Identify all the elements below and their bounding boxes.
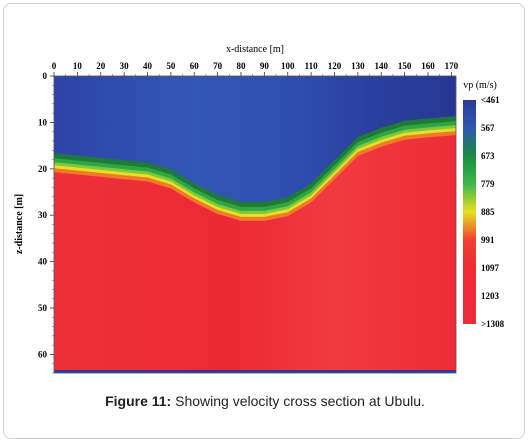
y-tick-label: 30 xyxy=(38,210,48,220)
colorbar-bar xyxy=(463,100,476,324)
y-tick-label: 40 xyxy=(38,257,48,267)
y-axis-label: z-distance [m] xyxy=(14,194,25,254)
y-tick-label: 60 xyxy=(38,349,48,359)
x-tick-label: 40 xyxy=(143,61,153,71)
x-tick-label: 20 xyxy=(96,61,106,71)
x-tick-label: 130 xyxy=(351,61,365,71)
caption-label: Figure 11: xyxy=(105,393,172,409)
x-tick-label: 60 xyxy=(190,61,200,71)
colorbar-label: 885 xyxy=(481,207,495,217)
y-tick-label: 50 xyxy=(38,303,48,313)
colorbar-label: 779 xyxy=(481,179,495,189)
y-tick-label: 20 xyxy=(38,164,48,174)
layer-blue xyxy=(54,76,456,206)
x-axis-label: x-distance [m] xyxy=(226,44,284,55)
x-tick-label: 120 xyxy=(328,61,342,71)
colorbar-label: 991 xyxy=(481,235,495,245)
velocity-section-chart: 0 10 20 30 40 50 60 70 80 90 100 110 120 130 140 150 160… xyxy=(14,44,505,374)
figure-caption: Figure 11: Showing velocity cross sectio… xyxy=(0,393,530,409)
colorbar-label: 1203 xyxy=(481,291,500,301)
colorbar-title: vp (m/s) xyxy=(463,80,497,91)
y-axis: 0 10 20 30 40 50 60 xyxy=(38,71,54,374)
colorbar-label: <461 xyxy=(481,95,500,105)
x-tick-label: 160 xyxy=(421,61,435,71)
y-tick-label: 0 xyxy=(43,71,48,81)
x-tick-label: 90 xyxy=(260,61,270,71)
x-axis: 0 10 20 30 40 50 60 70 80 90 100 110 120 130 140 150 160… xyxy=(52,61,459,76)
x-tick-label: 50 xyxy=(166,61,176,71)
x-tick-label: 10 xyxy=(73,61,83,71)
colorbar: vp (m/s) <461 567 673 779 885 991 1097 1203 >130… xyxy=(463,80,505,329)
x-tick-label: 150 xyxy=(398,61,412,71)
layer-light-green xyxy=(54,125,456,216)
x-tick-label: 30 xyxy=(120,61,130,71)
colorbar-label: 567 xyxy=(481,123,495,133)
x-tick-label: 80 xyxy=(236,61,246,71)
layer-dark-green xyxy=(54,116,456,209)
x-tick-label: 70 xyxy=(213,61,223,71)
x-tick-label: 140 xyxy=(374,61,388,71)
y-tick-label: 10 xyxy=(38,117,48,127)
plot-area xyxy=(54,76,456,373)
x-tick-label: 0 xyxy=(52,61,57,71)
layer-yellow xyxy=(54,128,456,219)
x-tick-label: 110 xyxy=(305,61,319,71)
x-tick-label: 170 xyxy=(445,61,459,71)
caption-text: Showing velocity cross section at Ubulu. xyxy=(175,393,425,409)
bottom-edge-strip xyxy=(54,370,456,373)
x-tick-label: 100 xyxy=(281,61,295,71)
colorbar-label: 673 xyxy=(481,151,495,161)
colorbar-label: 1097 xyxy=(481,263,500,273)
colorbar-label: >1308 xyxy=(481,319,505,329)
